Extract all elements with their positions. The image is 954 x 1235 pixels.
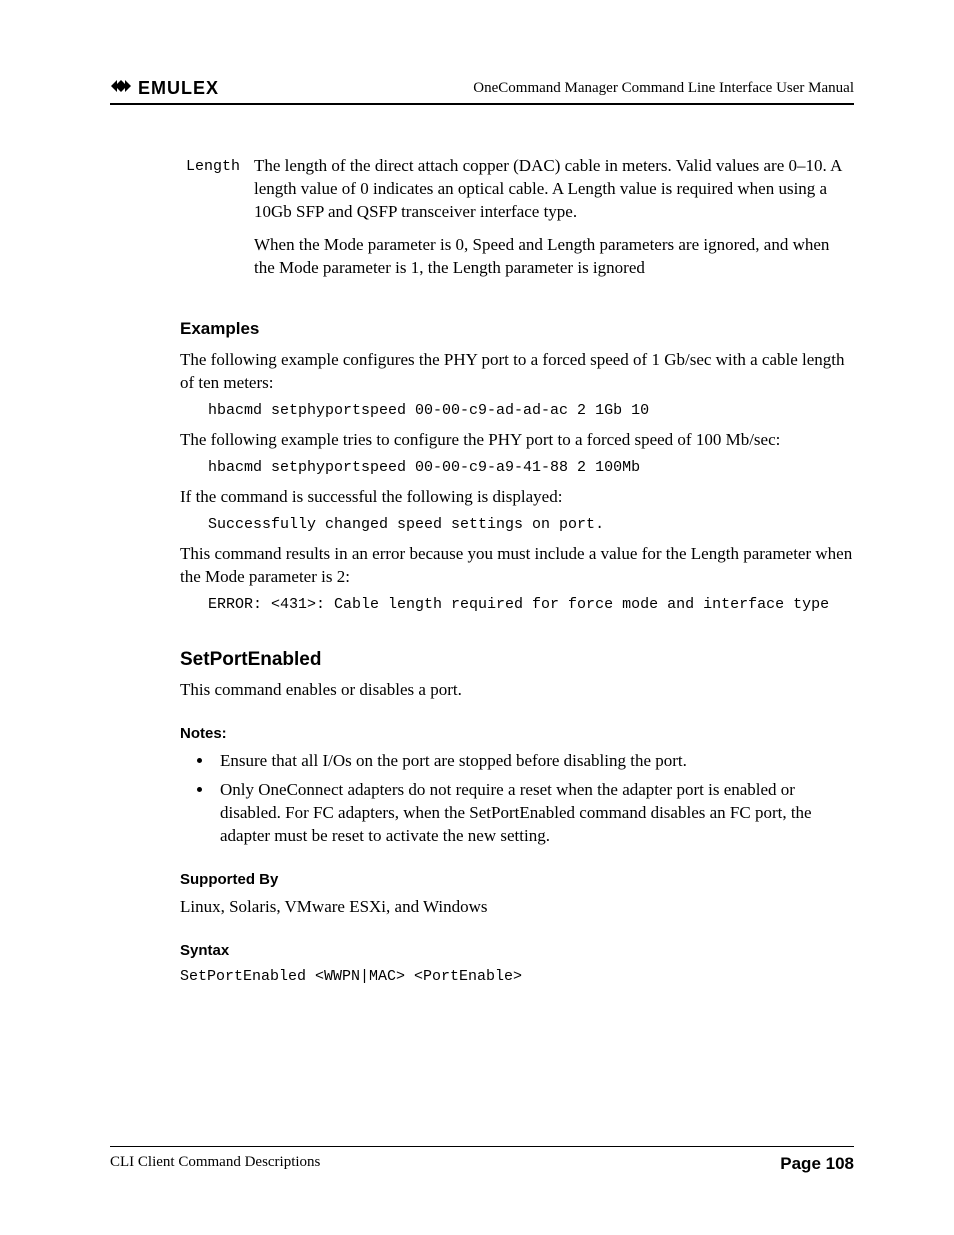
syntax-heading: Syntax — [180, 941, 854, 961]
header-right: OneCommand Manager Command Line Interfac… — [473, 78, 854, 98]
footer-left: CLI Client Command Descriptions — [110, 1153, 320, 1175]
param-desc-1: The length of the direct attach copper (… — [254, 155, 854, 224]
param-desc-2: When the Mode parameter is 0, Speed and … — [254, 234, 854, 280]
page-footer: CLI Client Command Descriptions Page 108 — [110, 1146, 854, 1175]
example-text-2: The following example tries to configure… — [180, 429, 854, 452]
example-code-3: Successfully changed speed settings on p… — [208, 515, 854, 535]
supported-by-text: Linux, Solaris, VMware ESXi, and Windows — [180, 896, 854, 919]
footer-left-1: CLI Client Command Descriptions — [110, 1153, 320, 1173]
note-item-2: Only OneConnect adapters do not require … — [214, 779, 854, 848]
note-item-1: Ensure that all I/Os on the port are sto… — [214, 750, 854, 773]
example-code-2: hbacmd setphyportspeed 00-00-c9-a9-41-88… — [208, 458, 854, 478]
command-title: SetPortEnabled — [180, 647, 854, 673]
param-length-row: Length The length of the direct attach c… — [180, 155, 854, 290]
example-code-1: hbacmd setphyportspeed 00-00-c9-ad-ad-ac… — [208, 401, 854, 421]
notes-list: Ensure that all I/Os on the port are sto… — [214, 750, 854, 848]
example-text-4: This command results in an error because… — [180, 543, 854, 589]
notes-heading: Notes: — [180, 724, 854, 744]
syntax-code: SetPortEnabled <WWPN|MAC> <PortEnable> — [180, 967, 854, 987]
supported-by-heading: Supported By — [180, 870, 854, 890]
page: EMULEX OneCommand Manager Command Line I… — [0, 0, 954, 1235]
command-desc: This command enables or disables a port. — [180, 679, 854, 702]
example-code-4: ERROR: <431>: Cable length required for … — [208, 595, 854, 615]
logo-icon — [110, 78, 132, 99]
param-desc: The length of the direct attach copper (… — [254, 155, 854, 290]
examples-heading: Examples — [180, 318, 854, 341]
header-doc-title: OneCommand Manager Command Line Interfac… — [473, 78, 854, 98]
param-name: Length — [180, 155, 240, 290]
footer-right: Page 108 — [780, 1153, 854, 1175]
example-text-3: If the command is successful the followi… — [180, 486, 854, 509]
emulex-logo: EMULEX — [110, 78, 219, 99]
logo-text: EMULEX — [138, 78, 219, 99]
footer-page-number: Page 108 — [780, 1153, 854, 1175]
example-text-1: The following example configures the PHY… — [180, 349, 854, 395]
page-header: EMULEX OneCommand Manager Command Line I… — [110, 78, 854, 105]
page-content: Length The length of the direct attach c… — [180, 155, 854, 988]
